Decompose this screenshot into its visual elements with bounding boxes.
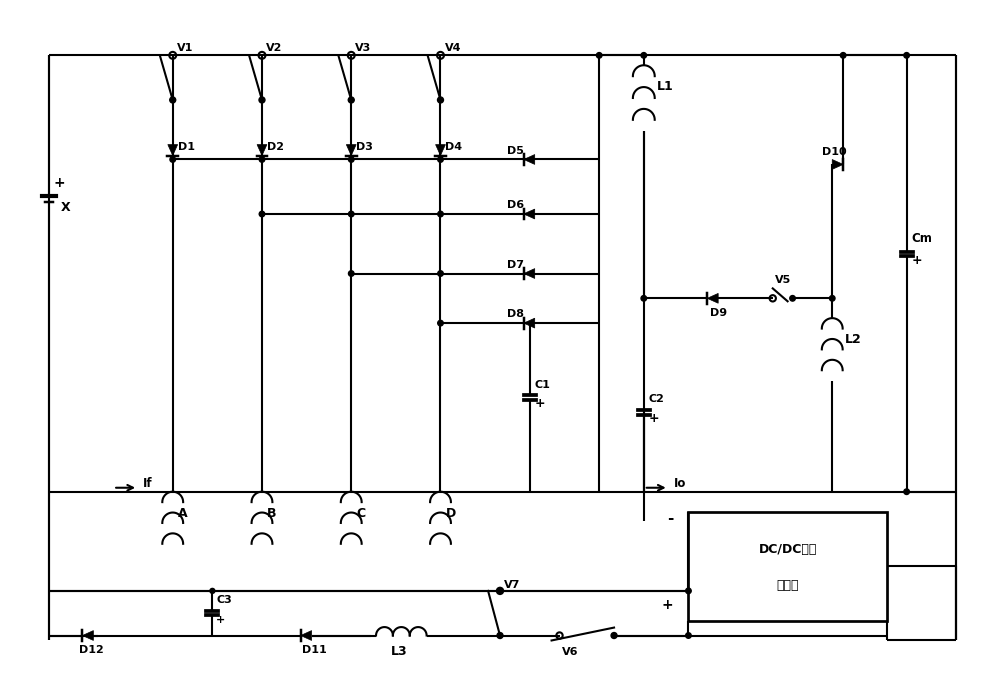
Text: V1: V1 (177, 43, 193, 53)
Circle shape (259, 97, 265, 103)
Text: A: A (178, 507, 187, 520)
Text: -: - (667, 511, 674, 526)
Text: D9: D9 (710, 308, 727, 318)
Circle shape (170, 157, 176, 162)
Polygon shape (301, 631, 312, 641)
Circle shape (348, 211, 354, 217)
Text: V2: V2 (266, 43, 282, 53)
Circle shape (348, 271, 354, 277)
Polygon shape (257, 145, 267, 155)
Text: D2: D2 (267, 141, 284, 151)
Circle shape (210, 588, 215, 594)
Circle shape (497, 633, 503, 639)
Text: +: + (649, 413, 659, 425)
Polygon shape (346, 145, 356, 155)
Text: Io: Io (674, 476, 686, 490)
Text: C2: C2 (649, 394, 665, 404)
Polygon shape (524, 155, 535, 164)
Text: D4: D4 (445, 141, 463, 151)
Text: D8: D8 (507, 309, 524, 319)
Text: D5: D5 (507, 145, 524, 155)
Circle shape (259, 211, 265, 217)
Polygon shape (436, 145, 445, 155)
Text: V4: V4 (444, 43, 461, 53)
Circle shape (611, 633, 617, 639)
Polygon shape (707, 293, 718, 304)
Circle shape (348, 97, 354, 103)
Circle shape (438, 211, 443, 217)
Text: C: C (356, 507, 365, 520)
Bar (688, 511, 887, 621)
Text: +: + (216, 615, 226, 625)
Text: 变换器: 变换器 (776, 579, 799, 592)
Circle shape (438, 157, 443, 162)
Text: D7: D7 (507, 260, 524, 270)
Circle shape (686, 588, 691, 594)
Text: D1: D1 (178, 141, 195, 151)
Circle shape (438, 271, 443, 277)
Text: If: If (143, 476, 153, 490)
Polygon shape (832, 160, 843, 170)
Text: +: + (662, 598, 674, 612)
Circle shape (498, 588, 502, 594)
Text: D12: D12 (79, 645, 103, 656)
Circle shape (829, 295, 835, 301)
Circle shape (438, 97, 443, 103)
Text: D11: D11 (302, 645, 326, 656)
Circle shape (170, 97, 176, 103)
Text: D6: D6 (507, 200, 524, 210)
Text: V3: V3 (355, 43, 371, 53)
Circle shape (348, 157, 354, 162)
Text: L1: L1 (657, 80, 673, 93)
Text: L2: L2 (845, 333, 862, 346)
Circle shape (840, 52, 846, 58)
Text: C1: C1 (535, 380, 551, 390)
Text: Cm: Cm (912, 232, 932, 245)
Circle shape (641, 52, 647, 58)
Text: +: + (535, 398, 545, 411)
Polygon shape (82, 631, 93, 641)
Circle shape (686, 633, 691, 638)
Circle shape (259, 157, 265, 162)
Text: L3: L3 (391, 645, 408, 658)
Text: D3: D3 (356, 141, 373, 151)
Text: C3: C3 (216, 596, 232, 605)
Text: +: + (912, 254, 922, 267)
Circle shape (904, 52, 909, 58)
Circle shape (641, 295, 647, 301)
Text: V6: V6 (561, 647, 578, 658)
Polygon shape (168, 145, 178, 155)
Circle shape (596, 52, 602, 58)
Text: D: D (445, 507, 456, 520)
Text: DC/DC隔离: DC/DC隔离 (758, 543, 817, 556)
Text: +: + (54, 176, 65, 190)
Text: D10: D10 (822, 147, 847, 157)
Text: V5: V5 (775, 275, 791, 285)
Polygon shape (524, 209, 535, 219)
Text: V7: V7 (504, 580, 520, 590)
Polygon shape (524, 318, 535, 328)
Text: X: X (61, 201, 70, 214)
Circle shape (904, 489, 909, 495)
Circle shape (438, 320, 443, 326)
Circle shape (790, 295, 795, 301)
Text: B: B (267, 507, 276, 520)
Polygon shape (524, 269, 535, 279)
